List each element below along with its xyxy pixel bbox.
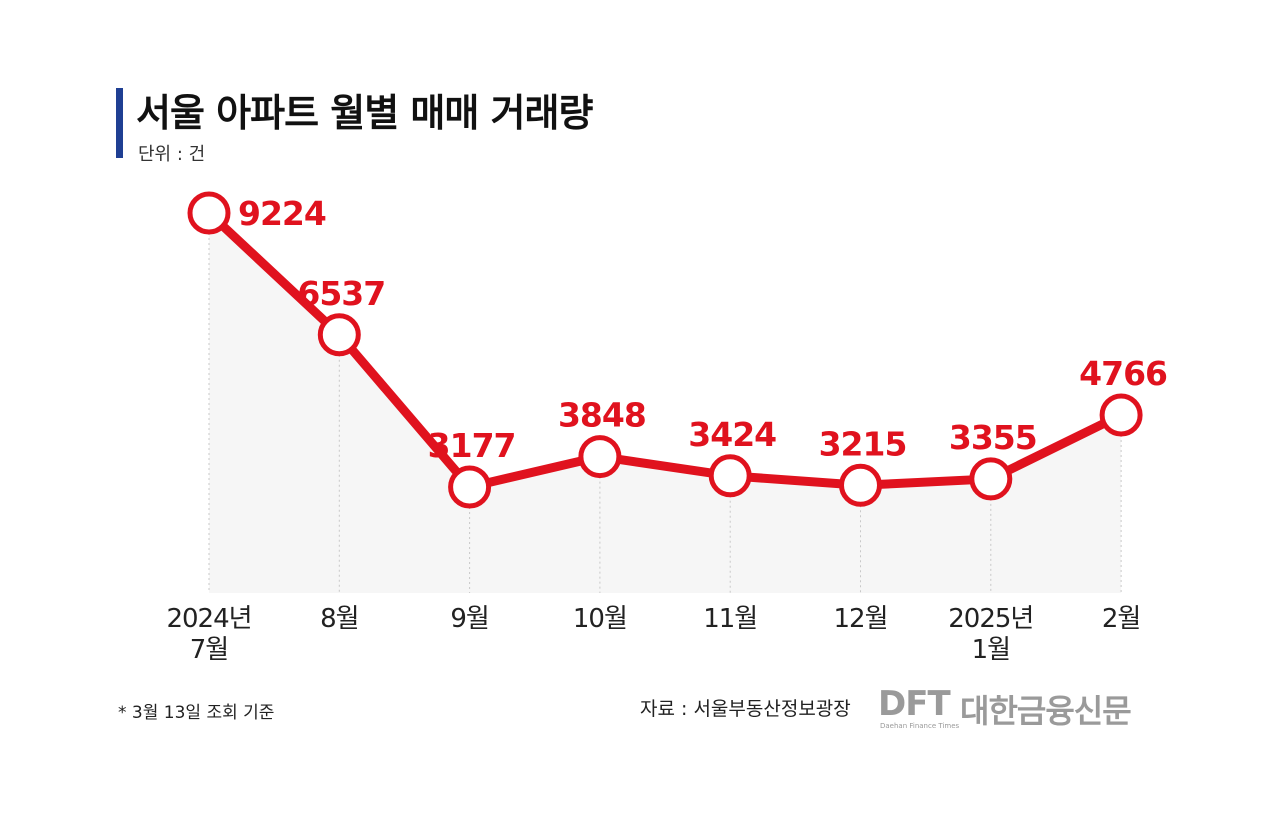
x-tick-label: 9월: [450, 604, 488, 634]
chart-unit-label: 단위 : 건: [138, 144, 206, 165]
data-point-marker: [1099, 393, 1143, 437]
data-point-marker: [578, 435, 622, 479]
x-tick-label: 8월: [320, 604, 358, 634]
data-label: 9224: [238, 194, 326, 233]
chart-title: 서울 아파트 월별 매매 거래량: [136, 91, 593, 135]
data-point-marker: [839, 463, 882, 507]
data-point-marker: [187, 191, 231, 235]
data-point-marker: [317, 313, 361, 357]
data-point-marker: [969, 457, 1013, 501]
x-tick-label: 10월: [573, 604, 627, 634]
x-tick-label: 7월: [190, 635, 228, 665]
source-credit: 자료 : 서울부동산정보광장: [640, 698, 851, 720]
data-label: 6537: [297, 274, 385, 313]
data-label: 3848: [558, 396, 646, 435]
publisher-logo-subtitle: Daehan Finance Times: [880, 722, 960, 730]
x-tick-label: 2025년: [948, 604, 1033, 634]
x-tick-label: 1월: [972, 635, 1010, 665]
footnote: * 3월 13일 조회 기준: [118, 703, 275, 723]
data-label: 4766: [1079, 354, 1167, 393]
series-line: [204, 208, 1126, 492]
x-tick-label: 2월: [1102, 604, 1140, 634]
title-accent-bar: [116, 88, 123, 158]
data-label: 3355: [949, 418, 1037, 457]
publisher-logo: DFT Daehan Finance Times 대한금융신문: [878, 684, 1182, 732]
data-label: 3424: [688, 415, 776, 454]
data-point-marker: [708, 454, 752, 498]
publisher-logo-mark: DFT: [878, 684, 951, 724]
publisher-logo-name: 대한금융신문: [960, 692, 1132, 730]
area-fill: [209, 213, 1122, 593]
data-point-marker: [448, 465, 492, 509]
x-tick-label: 11월: [703, 604, 757, 634]
data-label: 3215: [819, 424, 907, 463]
x-tick-label: 12월: [833, 604, 887, 634]
x-tick-label: 2024년: [166, 604, 251, 634]
data-label: 3177: [428, 426, 516, 465]
